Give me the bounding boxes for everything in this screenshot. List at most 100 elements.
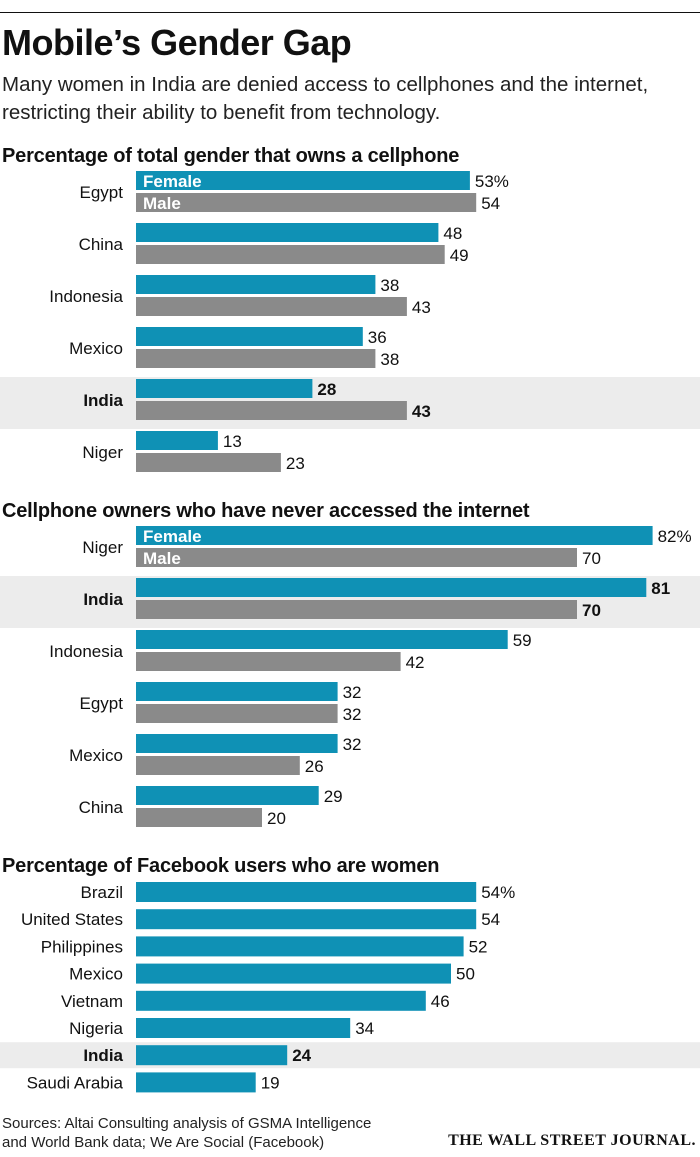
value-label-male-indonesia: 42 [406,653,425,672]
chart-facebook-women: Brazil 54% United States 54 Philippines 52 Mex… [0,882,700,1093]
value-label-female-mexico: 32 [343,735,362,754]
value-label-female-indonesia: 59 [513,631,532,650]
value-label-female-egypt: 53% [475,172,509,191]
bar-female-mexico [136,734,338,753]
sources-note: Sources: Altai Consulting analysis of GS… [2,1114,371,1152]
value-label-female-china: 29 [324,787,343,806]
bar-nigeria [136,1018,351,1038]
legend-label-female: Female [143,527,202,546]
category-label-india: India [83,590,123,609]
legend-label-female: Female [143,172,202,191]
value-label-male-mexico: 38 [380,350,399,369]
bar-male-niger [136,453,281,472]
value-label-male-niger: 70 [582,549,601,568]
category-label-india: India [83,1046,123,1065]
value-label-saudi-arabia: 19 [261,1073,280,1092]
value-label-vietnam: 46 [431,992,450,1011]
bar-female-niger [136,526,653,545]
bar-female-mexico [136,327,363,346]
sources-line-1: Sources: Altai Consulting analysis of GS… [2,1115,372,1132]
chart-title-never-accessed-internet: Cellphone owners who have never accessed… [2,500,530,522]
value-label-female-china: 48 [443,224,462,243]
legend-label-male: Male [143,194,181,213]
legend-label-male: Male [143,549,181,568]
value-label-brazil: 54% [481,883,515,902]
category-label-vietnam: Vietnam [61,992,123,1011]
category-label-indonesia: Indonesia [49,287,123,306]
category-label-mexico: Mexico [69,746,123,765]
value-label-male-india: 70 [582,601,601,620]
value-label-united-states: 54 [481,910,500,929]
value-label-male-egypt: 32 [343,705,362,724]
value-label-female-indonesia: 38 [380,276,399,295]
value-label-india: 24 [292,1046,311,1065]
bar-united-states [136,909,477,930]
bar-female-china [136,786,319,805]
bar-female-china [136,223,439,242]
bar-male-china [136,808,262,827]
bar-male-indonesia [136,652,401,671]
bar-male-mexico [136,756,300,775]
bar-mexico [136,963,451,984]
category-label-china: China [79,798,124,817]
bar-male-mexico [136,349,376,368]
bar-female-egypt [136,171,470,190]
value-label-nigeria: 34 [355,1019,374,1038]
value-label-female-india: 81 [651,579,670,598]
value-label-male-niger: 23 [286,454,305,473]
sources-line-2: and World Bank data; We Are Social (Face… [2,1134,325,1151]
bar-male-india [136,600,577,619]
value-label-female-india: 28 [317,380,336,399]
category-label-mexico: Mexico [69,339,123,358]
category-label-niger: Niger [82,443,123,462]
bar-india [136,1045,288,1066]
value-label-female-egypt: 32 [343,683,362,702]
bar-female-egypt [136,682,338,701]
chart-title-facebook-women: Percentage of Facebook users who are wom… [2,855,440,877]
bar-brazil [136,882,477,902]
bar-male-egypt [136,193,477,212]
category-label-india: India [83,391,123,410]
value-label-male-china: 49 [450,246,469,265]
category-label-niger: Niger [82,538,123,557]
bar-female-indonesia [136,275,376,294]
bar-male-indonesia [136,297,407,316]
category-label-nigeria: Nigeria [69,1019,123,1038]
category-label-egypt: Egypt [80,694,124,713]
bar-male-china [136,245,445,264]
category-label-philippines: Philippines [41,937,123,956]
bar-female-india [136,379,313,398]
bar-male-india [136,401,407,420]
value-label-male-mexico: 26 [305,757,324,776]
chart-cellphone-ownership: Egypt 53% Female 54 Male China 48 49 Indonesia 38… [0,171,700,473]
value-label-male-indonesia: 43 [412,298,431,317]
category-label-saudi-arabia: Saudi Arabia [27,1073,124,1092]
page-subtitle: Many women in India are denied access to… [2,73,649,124]
publisher-logo: THE WALL STREET JOURNAL. [448,1132,696,1149]
value-label-male-india: 43 [412,402,431,421]
value-label-male-china: 20 [267,809,286,828]
bar-male-niger [136,548,577,567]
bar-saudi-arabia [136,1072,256,1093]
chart-never-accessed-internet: Niger 82% Female 70 Male India 81 70 Indonesia 59… [0,526,700,828]
category-label-china: China [79,235,124,254]
value-label-female-niger: 82% [658,527,692,546]
page-title: Mobile’s Gender Gap [2,22,352,63]
value-label-philippines: 52 [469,937,488,956]
top-rule [0,12,700,13]
bar-female-india [136,578,647,597]
category-label-brazil: Brazil [80,883,123,902]
value-label-mexico: 50 [456,965,475,984]
category-label-mexico: Mexico [69,965,123,984]
value-label-female-mexico: 36 [368,328,387,347]
chart-title-cellphone-ownership: Percentage of total gender that owns a c… [2,145,460,167]
bar-female-niger [136,431,218,450]
bar-female-indonesia [136,630,508,649]
value-label-female-niger: 13 [223,432,242,451]
bar-philippines [136,936,464,957]
category-label-indonesia: Indonesia [49,642,123,661]
value-label-male-egypt: 54 [481,194,500,213]
bar-vietnam [136,990,426,1011]
category-label-egypt: Egypt [80,183,124,202]
category-label-united-states: United States [21,910,123,929]
